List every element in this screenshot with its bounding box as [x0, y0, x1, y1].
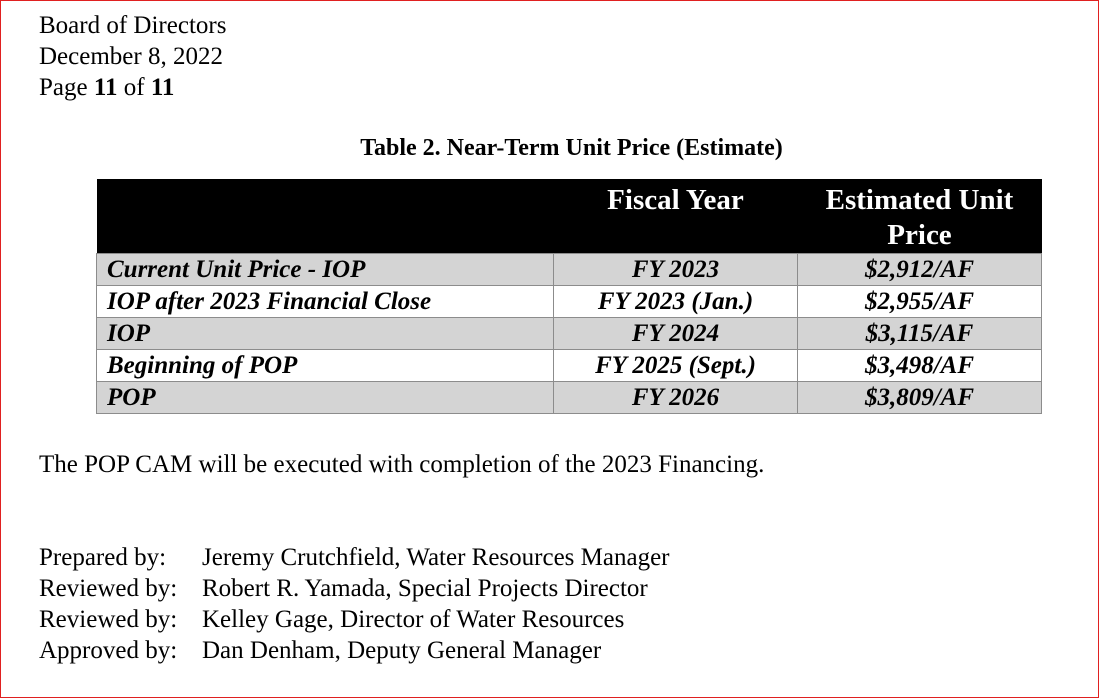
- page-number-line: Page 11 of 11: [39, 72, 226, 103]
- signoff-row: Approved by: Dan Denham, Deputy General …: [39, 635, 670, 666]
- signoff-person: Robert R. Yamada, Special Projects Direc…: [202, 575, 648, 602]
- row-name: Beginning of POP: [96, 349, 554, 382]
- date-line: December 8, 2022: [39, 43, 223, 70]
- table-header-row: Fiscal Year Estimated Unit Price: [96, 179, 1042, 254]
- recipient-line: Board of Directors: [39, 12, 227, 39]
- column-header-name: [96, 179, 554, 254]
- row-price: $3,115/AF: [797, 317, 1042, 350]
- table-caption: Table 2. Near-Term Unit Price (Estimate): [360, 135, 783, 161]
- signoff-row: Reviewed by: Robert R. Yamada, Special P…: [39, 573, 670, 604]
- row-price: $2,955/AF: [797, 285, 1042, 318]
- unit-price-table: Fiscal Year Estimated Unit Price Current…: [96, 179, 1042, 414]
- page-prefix: Page: [39, 74, 88, 101]
- table-row: IOP FY 2024 $3,115/AF: [96, 317, 1042, 350]
- row-name: Current Unit Price - IOP: [96, 253, 554, 286]
- signoff-role: Prepared by:: [39, 544, 167, 571]
- row-fiscal-year: FY 2023 (Jan.): [553, 285, 798, 318]
- row-price: $2,912/AF: [797, 253, 1042, 286]
- table-row: IOP after 2023 Financial Close FY 2023 (…: [96, 285, 1042, 318]
- signoff-person: Jeremy Crutchfield, Water Resources Mana…: [202, 544, 670, 571]
- signoff-block: Prepared by: Jeremy Crutchfield, Water R…: [39, 542, 670, 666]
- table-row: Beginning of POP FY 2025 (Sept.) $3,498/…: [96, 349, 1042, 382]
- table-row: POP FY 2026 $3,809/AF: [96, 381, 1042, 414]
- row-name: IOP: [96, 317, 554, 350]
- column-header-estimated-unit-price: Estimated Unit Price: [797, 179, 1042, 254]
- table-row: Current Unit Price - IOP FY 2023 $2,912/…: [96, 253, 1042, 286]
- row-name: IOP after 2023 Financial Close: [96, 285, 554, 318]
- row-fiscal-year: FY 2026: [553, 381, 798, 414]
- signoff-role: Approved by:: [39, 637, 178, 664]
- page-current: 11: [93, 74, 118, 101]
- signoff-row: Prepared by: Jeremy Crutchfield, Water R…: [39, 542, 670, 573]
- row-price: $3,498/AF: [797, 349, 1042, 382]
- row-price: $3,809/AF: [797, 381, 1042, 414]
- row-fiscal-year: FY 2025 (Sept.): [553, 349, 798, 382]
- page-of: of: [123, 74, 145, 101]
- column-header-fiscal-year: Fiscal Year: [553, 179, 798, 254]
- signoff-role: Reviewed by:: [39, 606, 178, 633]
- signoff-person: Kelley Gage, Director of Water Resources: [202, 606, 625, 633]
- signoff-row: Reviewed by: Kelley Gage, Director of Wa…: [39, 604, 670, 635]
- document-header: Board of Directors December 8, 2022 Page…: [39, 10, 226, 103]
- row-fiscal-year: FY 2024: [553, 317, 798, 350]
- row-name: POP: [96, 381, 554, 414]
- signoff-role: Reviewed by:: [39, 575, 178, 602]
- financing-statement: The POP CAM will be executed with comple…: [39, 451, 765, 478]
- row-fiscal-year: FY 2023: [553, 253, 798, 286]
- signoff-person: Dan Denham, Deputy General Manager: [202, 637, 602, 664]
- page-total: 11: [150, 74, 175, 101]
